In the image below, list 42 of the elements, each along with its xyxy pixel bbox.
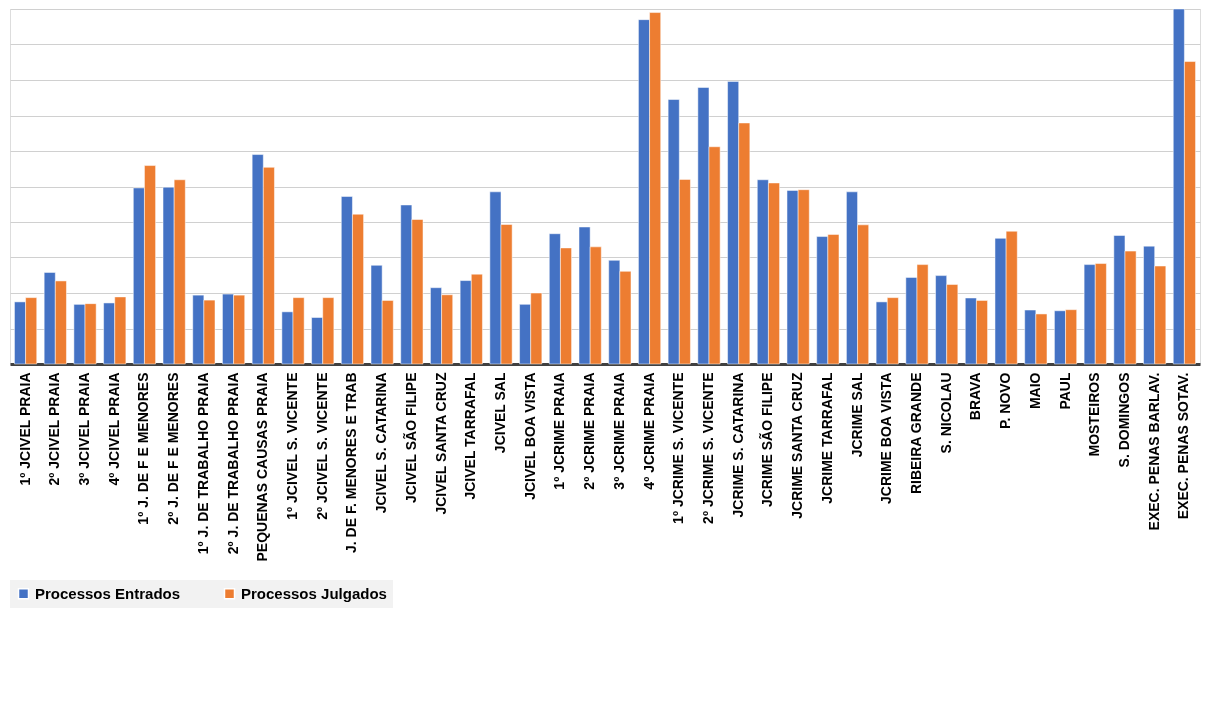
- x-tick-label: 2º JCRIME PRAIA: [581, 372, 598, 490]
- x-tick-label: 4º JCRIME PRAIA: [640, 372, 657, 490]
- x-tick-label: 4º JCIVEL PRAIA: [105, 372, 122, 486]
- x-tick-label: JCRIME TARRAFAL: [818, 372, 835, 504]
- x-tick-label: EXEC. PENAS BARLAV.: [1145, 372, 1162, 531]
- x-tick-label: JCIVEL TARRAFAL: [462, 372, 479, 500]
- x-tick-label: J. DE F. MENORES E TRAB: [343, 372, 360, 553]
- x-tick-label: 3º JCRIME PRAIA: [610, 372, 627, 490]
- x-tick-label: 2º J. DE TRABALHO PRAIA: [224, 372, 241, 555]
- x-tick-label: MAIO: [1026, 372, 1043, 410]
- x-tick-label: 1º JCIVEL PRAIA: [16, 372, 33, 486]
- x-tick-label: JCRIME SÃO FILIPE: [758, 372, 776, 508]
- x-tick-label: 1º JCRIME S. VICENTE: [670, 372, 687, 524]
- x-tick-label: S. NICOLAU: [937, 372, 954, 454]
- legend-label: Processos Julgados: [241, 584, 387, 602]
- x-tick-label: 1º J. DE F E MENORES: [135, 372, 152, 525]
- x-tick-label: 2º JCIVEL PRAIA: [46, 372, 63, 486]
- x-tick-label: 2º JCIVEL S. VICENTE: [313, 372, 330, 520]
- x-tick-label: JCRIME SANTA CRUZ: [789, 372, 806, 519]
- x-tick-label: JCRIME SAL: [848, 372, 865, 458]
- x-tick-label: JCIVEL SANTA CRUZ: [432, 372, 449, 515]
- legend-label: Processos Entrados: [35, 584, 181, 602]
- x-tick-label: 2º J. DE F E MENORES: [165, 372, 182, 525]
- x-tick-label: 2º JCRIME S. VICENTE: [699, 372, 716, 524]
- x-tick-label: 1º JCRIME PRAIA: [551, 372, 568, 490]
- x-tick-label: EXEC. PENAS SOTAV.: [1175, 372, 1192, 520]
- x-tick-label: 3º JCIVEL PRAIA: [76, 372, 93, 486]
- x-tick-label: 1º J. DE TRABALHO PRAIA: [194, 372, 211, 555]
- x-tick-label: P. NOVO: [997, 372, 1014, 430]
- x-tick-label: S. DOMINGOS: [1115, 372, 1132, 468]
- x-tick-label: PAUL: [1056, 372, 1073, 410]
- x-tick-label: JCIVEL SÃO FILIPE: [401, 372, 419, 503]
- x-tick-label: RIBEIRA GRANDE: [907, 372, 924, 495]
- x-tick-label: JCRIME BOA VISTA: [878, 372, 895, 504]
- x-tick-label: BRAVA: [967, 372, 984, 421]
- x-tick-label: MOSTEIROS: [1086, 372, 1103, 457]
- x-tick-label: JCIVEL BOA VISTA: [521, 372, 538, 500]
- x-tick-label: 1º JCIVEL S. VICENTE: [284, 372, 301, 520]
- x-tick-label: PEQUENAS CAUSAS PRAIA: [254, 372, 271, 562]
- x-tick-label: JCIVEL S. CATARINA: [373, 372, 390, 514]
- x-tick-label: JCRIME S. CATARINA: [729, 372, 746, 518]
- x-tick-label: JCIVEL SAL: [492, 372, 509, 454]
